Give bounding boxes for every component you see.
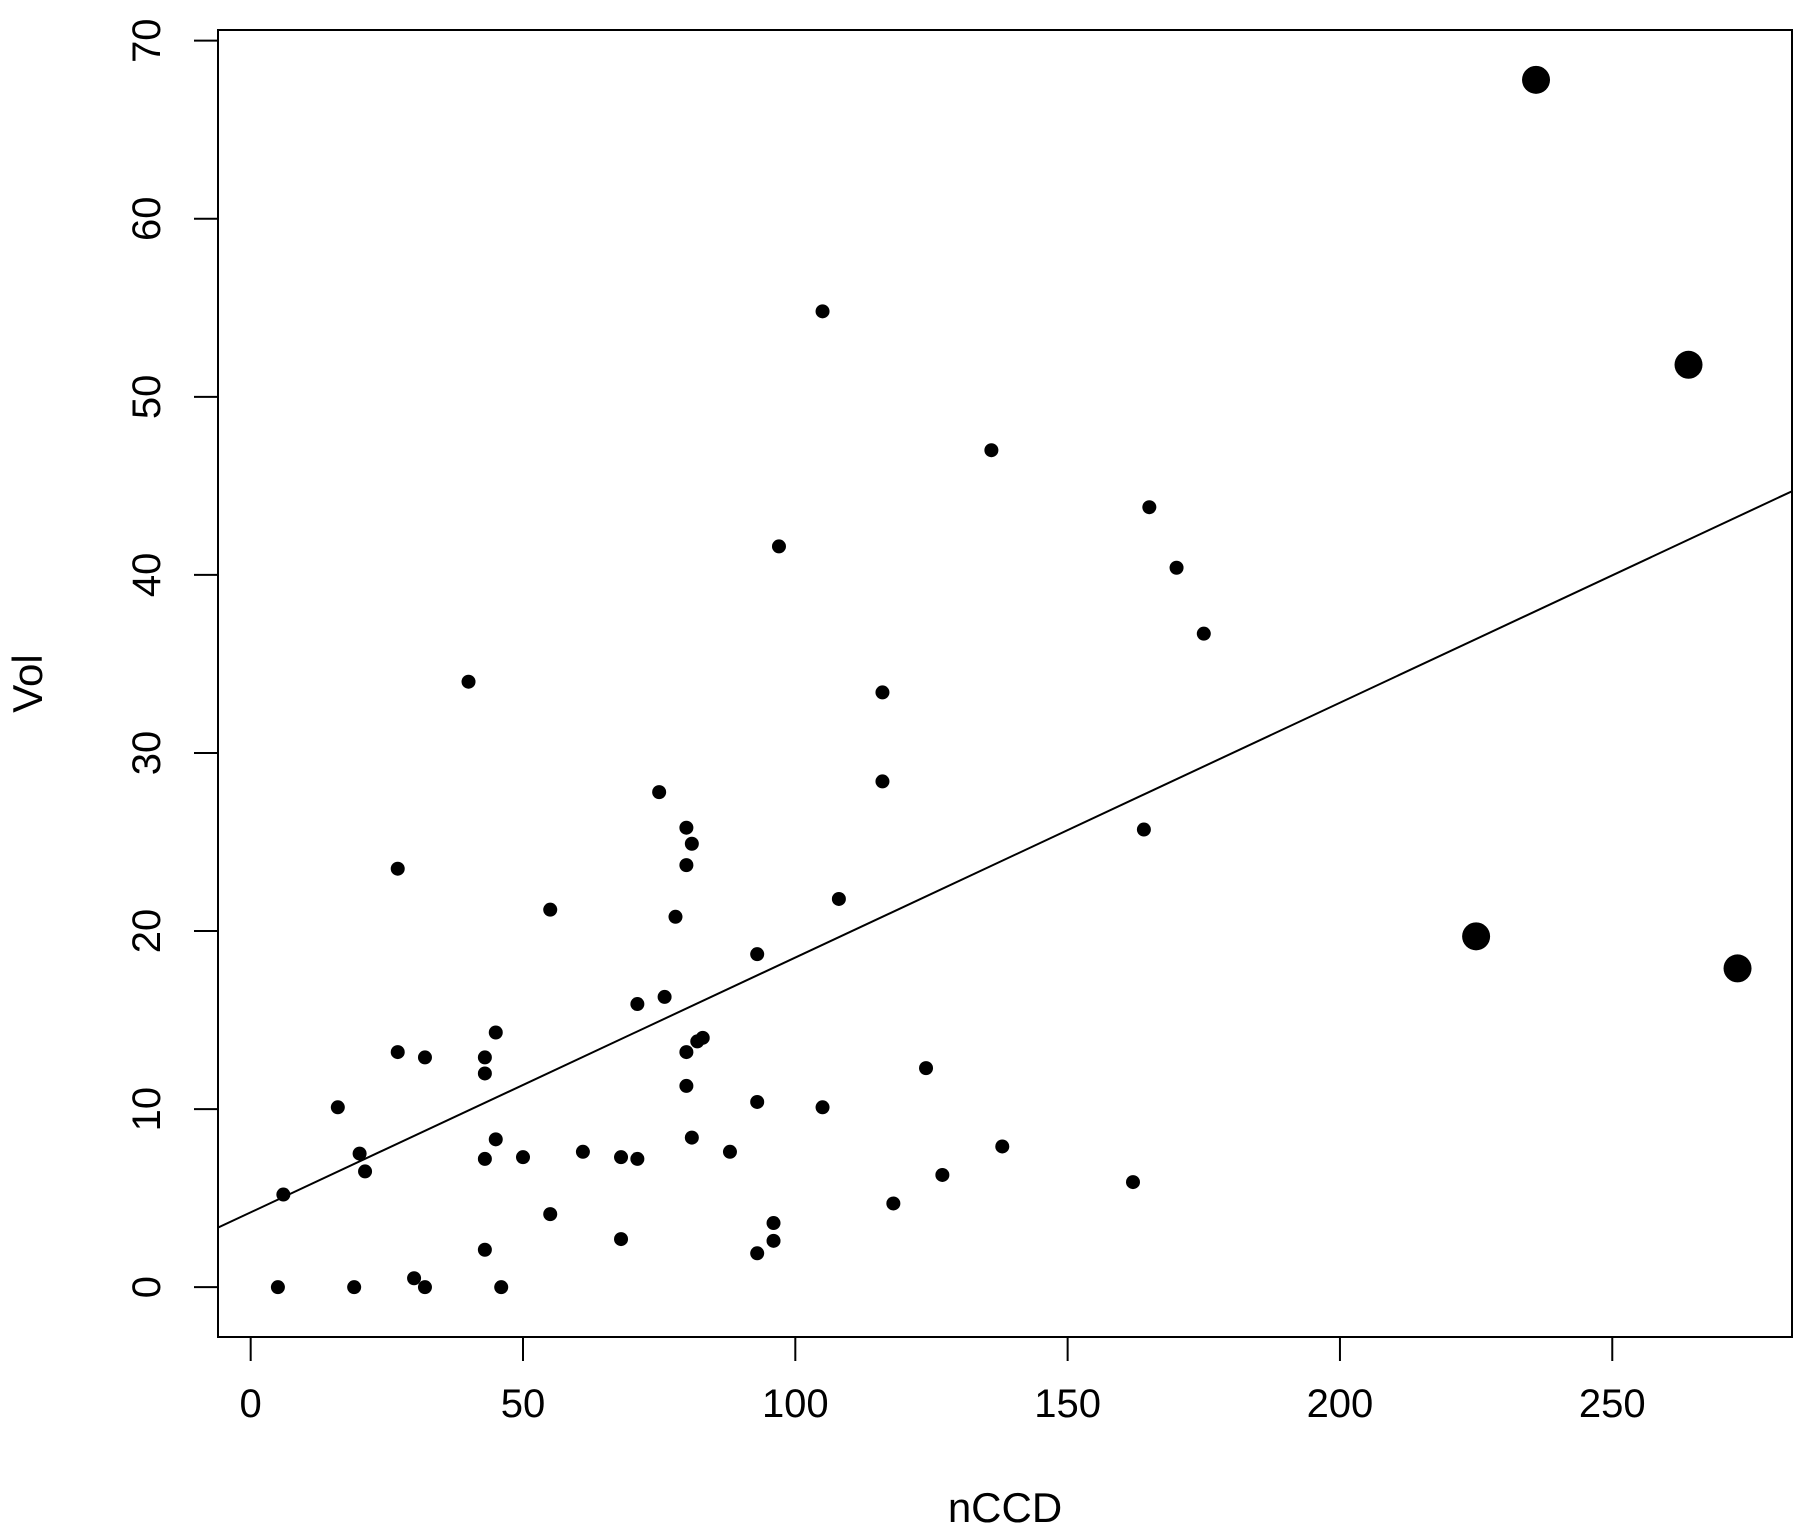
data-point (270, 1280, 285, 1295)
data-point (771, 539, 786, 554)
data-point (1196, 626, 1211, 641)
x-tick-label: 150 (1034, 1382, 1101, 1426)
data-point (358, 1164, 373, 1179)
x-tick-label: 50 (501, 1382, 546, 1426)
y-tick-label: 40 (125, 553, 169, 598)
data-point (390, 861, 405, 876)
y-tick-label: 60 (125, 196, 169, 241)
data-point (679, 1045, 694, 1060)
data-point (875, 685, 890, 700)
data-point (1142, 500, 1157, 515)
y-tick-label: 50 (125, 375, 169, 420)
data-point (477, 1066, 492, 1081)
data-point (984, 443, 999, 458)
y-tick-label: 0 (125, 1276, 169, 1298)
data-point (614, 1150, 629, 1165)
data-point (1136, 822, 1151, 837)
x-tick-label: 200 (1307, 1382, 1374, 1426)
data-point (276, 1187, 291, 1202)
x-axis-label: nCCD (948, 1484, 1062, 1531)
plot-frame-layer (217, 29, 1793, 1338)
data-point (417, 1280, 432, 1295)
data-point (488, 1025, 503, 1040)
regression-line-layer (218, 490, 1792, 1229)
data-point (695, 1030, 710, 1045)
data-point (831, 891, 846, 906)
data-point (679, 820, 694, 835)
regression-line (218, 490, 1792, 1229)
data-point (417, 1050, 432, 1065)
y-tick-label: 70 (125, 18, 169, 63)
data-point (815, 1100, 830, 1115)
data-point (750, 1246, 765, 1261)
data-point (815, 304, 830, 319)
data-point (679, 858, 694, 873)
y-axis-label: Vol (4, 654, 51, 712)
data-point (750, 1094, 765, 1109)
data-point (1169, 560, 1184, 575)
data-point (477, 1151, 492, 1166)
data-point (407, 1271, 422, 1286)
data-points (270, 65, 1752, 1295)
data-point-large (1723, 954, 1752, 983)
data-point (668, 909, 683, 924)
data-point (750, 947, 765, 962)
y-tick-label: 20 (125, 909, 169, 954)
y-tick-label: 10 (125, 1087, 169, 1132)
data-point (543, 1207, 558, 1222)
data-point-large (1674, 350, 1703, 379)
data-point (614, 1232, 629, 1247)
data-point (722, 1144, 737, 1159)
data-point (875, 774, 890, 789)
data-point (461, 674, 476, 689)
data-point (935, 1167, 950, 1182)
data-point (684, 836, 699, 851)
data-point (477, 1242, 492, 1257)
data-point (488, 1132, 503, 1147)
data-point (684, 1130, 699, 1145)
data-point (543, 902, 558, 917)
data-point-large (1462, 922, 1491, 951)
x-tick-label: 0 (240, 1382, 262, 1426)
data-point (347, 1280, 362, 1295)
data-point (919, 1061, 934, 1076)
data-point (477, 1050, 492, 1065)
plot-frame (217, 29, 1793, 1338)
data-point (766, 1216, 781, 1231)
data-point (390, 1045, 405, 1060)
y-tick-label: 30 (125, 731, 169, 776)
data-point (657, 989, 672, 1004)
data-point (515, 1150, 530, 1165)
data-point (630, 1151, 645, 1166)
data-point (886, 1196, 901, 1211)
data-point (352, 1146, 367, 1161)
data-point (652, 785, 667, 800)
data-point (766, 1233, 781, 1248)
data-point (679, 1078, 694, 1093)
x-tick-label: 250 (1579, 1382, 1646, 1426)
data-point-large (1522, 65, 1551, 94)
data-point (630, 997, 645, 1012)
data-point (995, 1139, 1010, 1154)
data-point (494, 1280, 509, 1295)
data-point (1125, 1175, 1140, 1190)
x-tick-label: 100 (762, 1382, 829, 1426)
data-point (575, 1144, 590, 1159)
data-point (330, 1100, 345, 1115)
